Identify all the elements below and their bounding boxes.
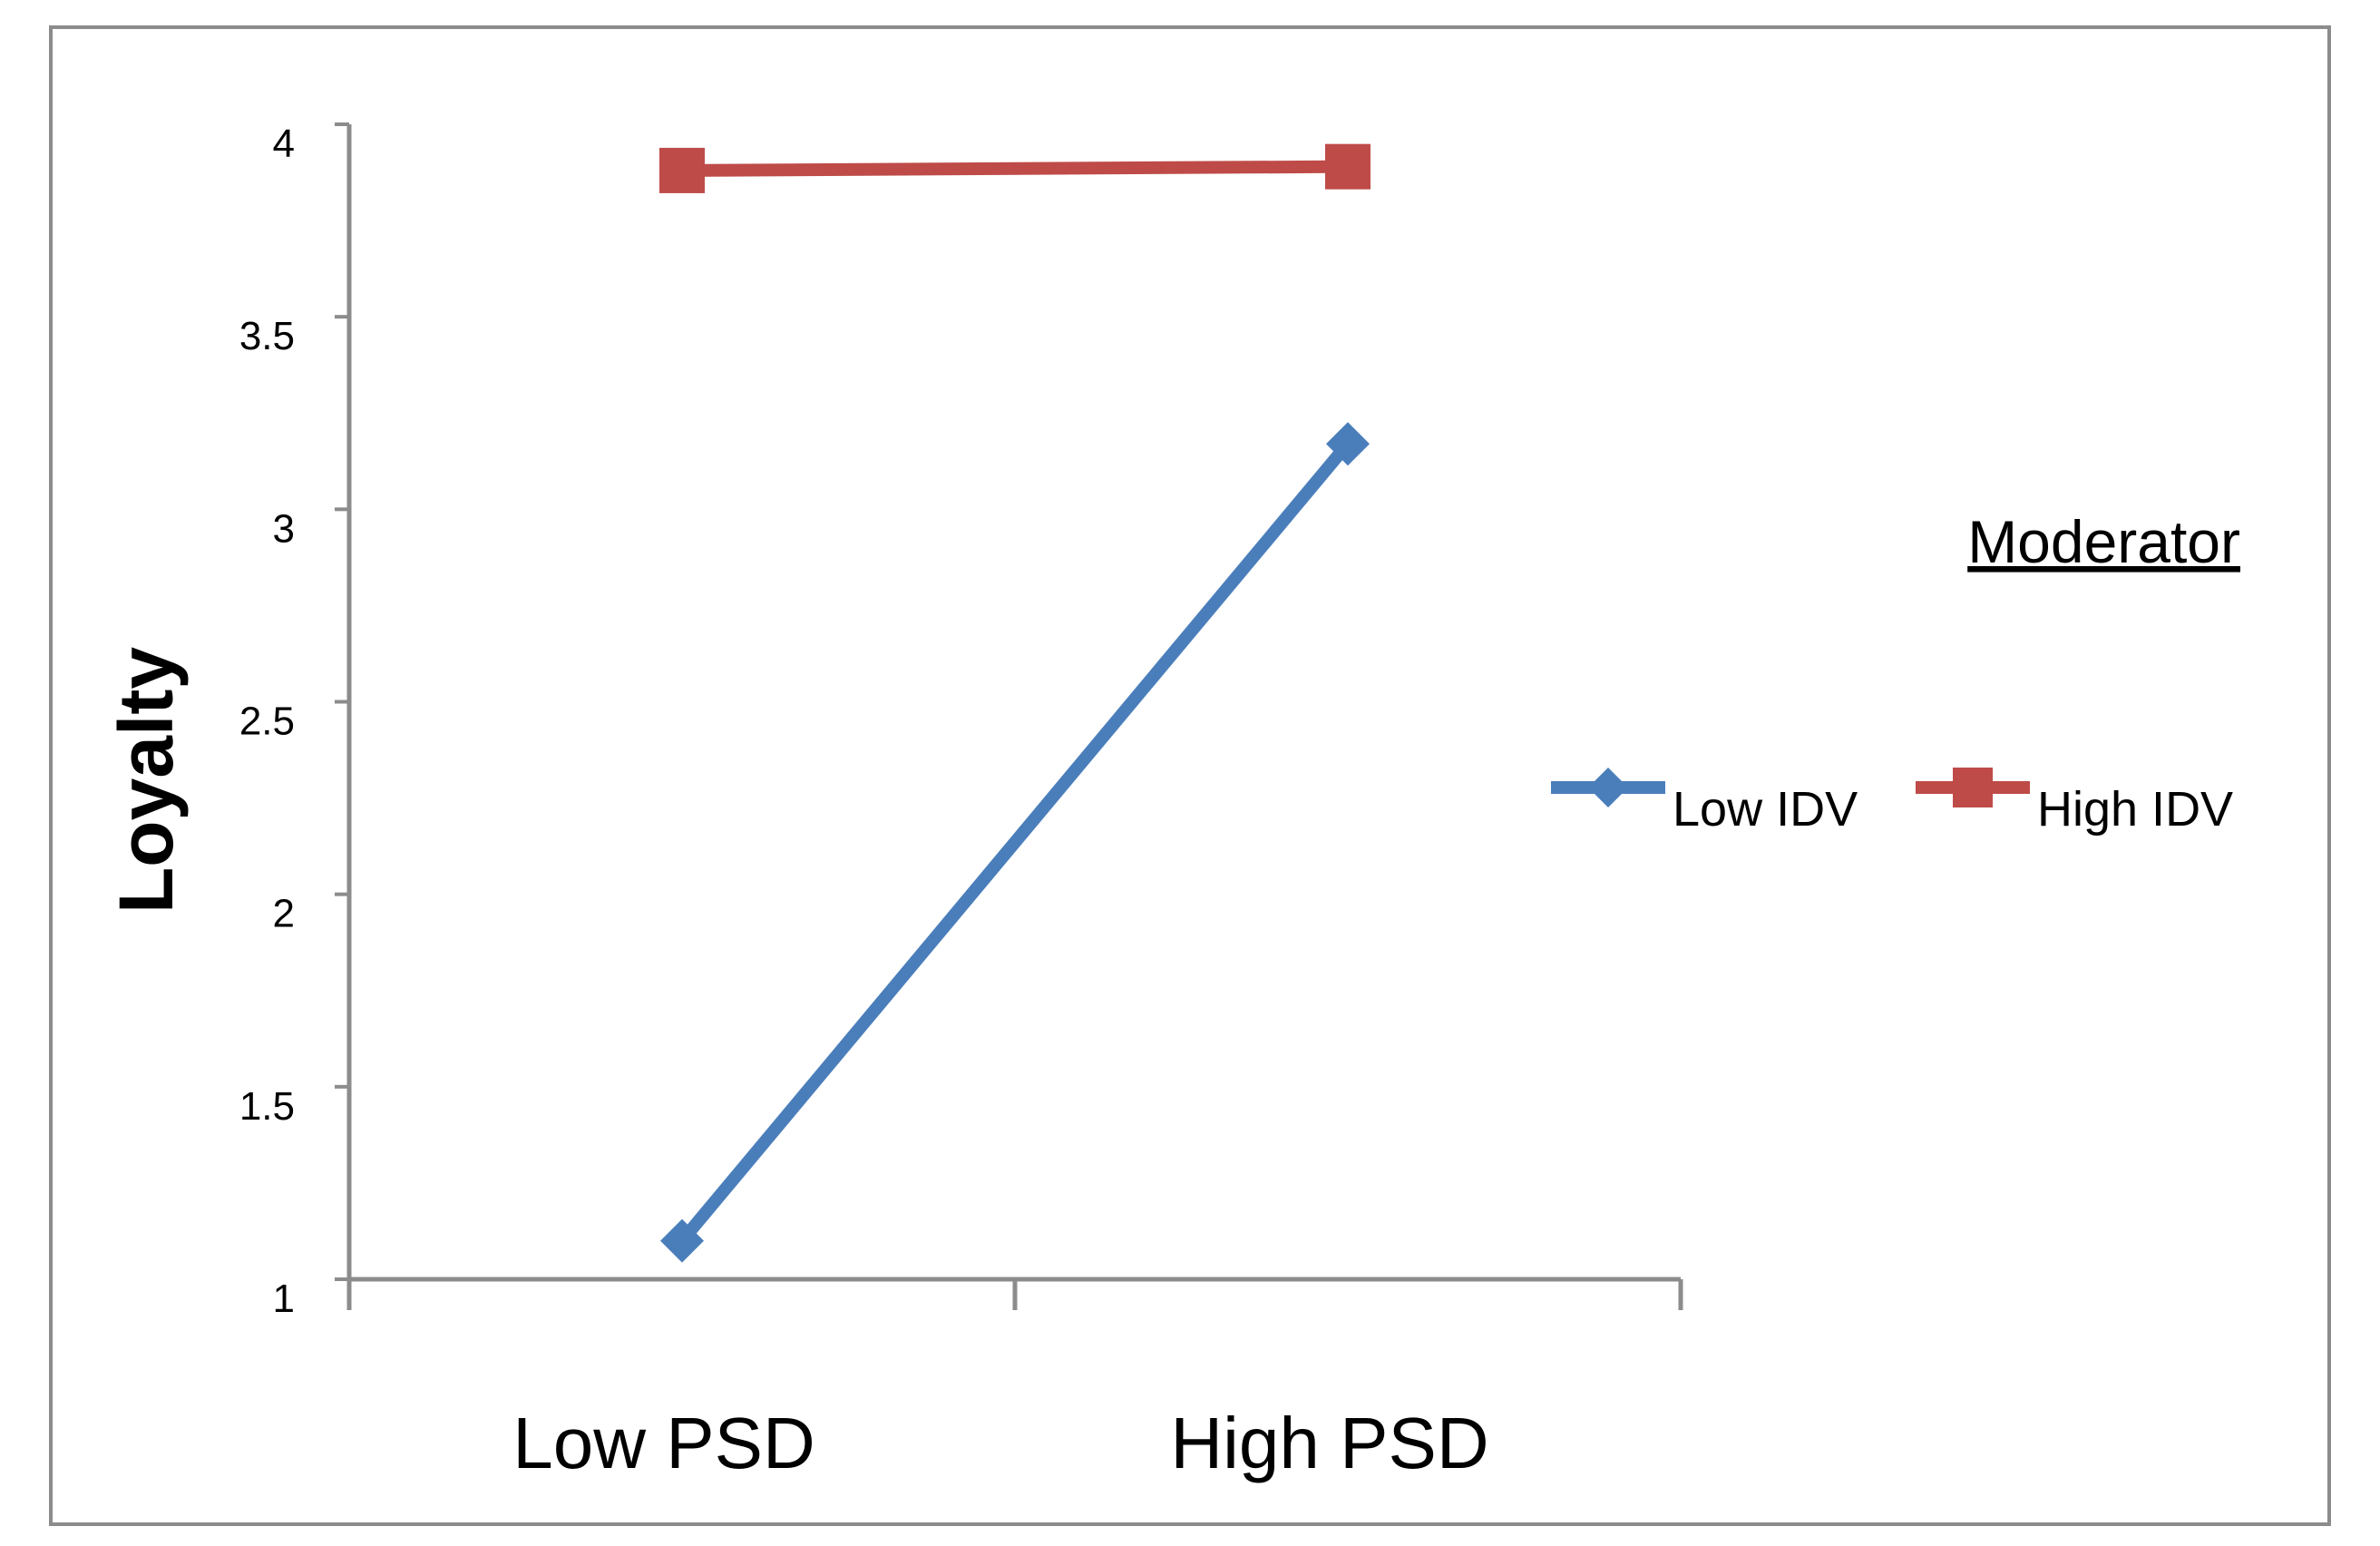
y-tick-label: 1: [273, 1277, 295, 1321]
y-tick-label: 3: [273, 506, 295, 551]
legend-title: Moderator: [1967, 508, 2240, 575]
y-tick-label: 1.5: [239, 1084, 295, 1129]
data-point-low-idv: [1326, 422, 1370, 466]
y-tick-label: 4: [273, 122, 295, 166]
y-tick-label: 2: [273, 892, 295, 936]
data-point-low-idv: [660, 1218, 704, 1263]
x-tick-label: High PSD: [1170, 1403, 1488, 1483]
data-point-high-idv: [1325, 143, 1370, 190]
y-axis-title: Loyalty: [103, 647, 189, 914]
y-tick-label: 3.5: [239, 314, 295, 358]
series-line-low-idv: [677, 439, 1353, 1246]
legend-marker: [1588, 768, 1628, 807]
y-tick-label: 2.5: [239, 700, 295, 744]
data-point-high-idv: [659, 147, 705, 193]
chart-border: [49, 25, 2331, 1526]
legend-label: Low IDV: [1673, 782, 1858, 837]
series-line-high-idv: [681, 160, 1349, 177]
legend-label: High IDV: [2037, 782, 2233, 837]
legend-marker: [1953, 768, 1993, 807]
x-tick-label: Low PSD: [512, 1403, 814, 1483]
